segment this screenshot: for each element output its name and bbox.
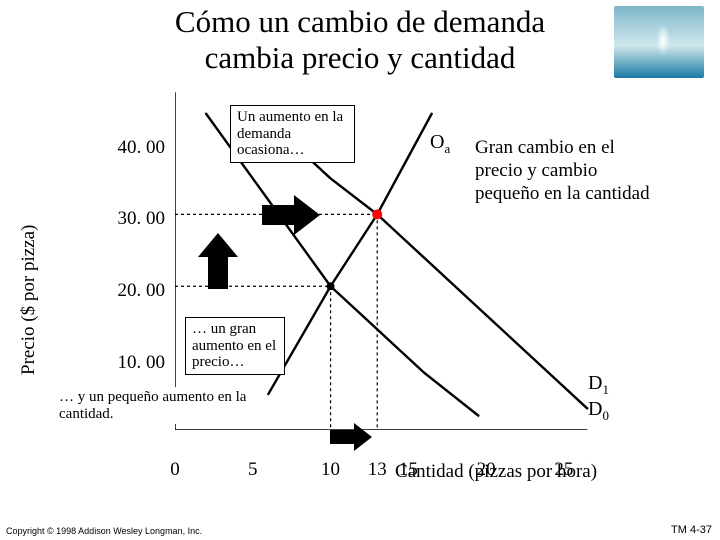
ytick-20: 20. 00 bbox=[95, 280, 165, 302]
copyright: Copyright © 1998 Addison Wesley Longman,… bbox=[6, 526, 202, 536]
quantity-right-arrow bbox=[330, 423, 374, 451]
xtick-15: 15 bbox=[399, 459, 418, 481]
side-annotation: Gran cambio en el precio y cambio pequeñ… bbox=[475, 137, 660, 205]
note-top: Un aumento en la demanda ocasiona… bbox=[230, 105, 355, 163]
ytick-10: 10. 00 bbox=[95, 352, 165, 374]
slide-number: TM 4-37 bbox=[671, 524, 712, 536]
title-line-2: cambia precio y cantidad bbox=[205, 40, 516, 75]
xtick-13: 13 bbox=[368, 459, 387, 481]
ytick-30: 30. 00 bbox=[95, 208, 165, 230]
supply-label: Oa bbox=[430, 131, 450, 157]
page-title: Cómo un cambio de demanda cambia precio … bbox=[0, 0, 720, 75]
y-axis-label: Precio ($ por pizza) bbox=[18, 225, 40, 375]
xtick-20: 20 bbox=[477, 459, 496, 481]
xtick-5: 5 bbox=[248, 459, 258, 481]
xtick-10: 10 bbox=[321, 459, 340, 481]
decorative-image bbox=[614, 6, 704, 78]
demand-shift-arrow bbox=[262, 195, 322, 235]
price-up-arrow bbox=[198, 233, 238, 291]
chart-area: Precio ($ por pizza) 40. 00 30. 00 20. 0… bbox=[0, 85, 720, 505]
title-line-1: Cómo un cambio de demanda bbox=[175, 4, 545, 39]
d0-label: D0 bbox=[588, 398, 609, 424]
xtick-25: 25 bbox=[554, 459, 573, 481]
ytick-40: 40. 00 bbox=[95, 137, 165, 159]
note-bottom: … y un pequeño aumento en la cantidad. bbox=[55, 387, 265, 424]
xtick-0: 0 bbox=[170, 459, 180, 481]
d1-label: D1 bbox=[588, 372, 609, 398]
note-mid: … un gran aumento en el precio… bbox=[185, 317, 285, 375]
